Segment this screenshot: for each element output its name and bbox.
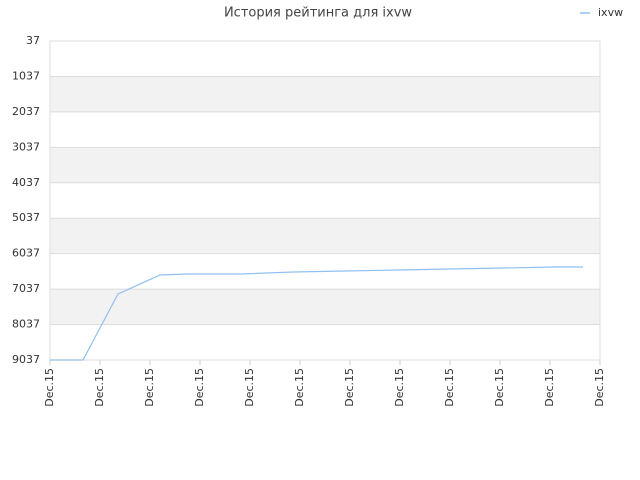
y-tick-label: 8037 bbox=[12, 318, 40, 331]
y-tick-label: 37 bbox=[26, 34, 40, 47]
x-tick-label: Dec.15 bbox=[543, 368, 556, 407]
y-tick-label: 7037 bbox=[12, 282, 40, 295]
y-tick-label: 3037 bbox=[12, 140, 40, 153]
grid-band bbox=[50, 147, 600, 183]
x-tick-label: Dec.15 bbox=[43, 368, 56, 407]
x-tick-label: Dec.15 bbox=[93, 368, 106, 407]
y-tick-label: 5037 bbox=[12, 211, 40, 224]
x-tick-label: Dec.15 bbox=[193, 368, 206, 407]
x-tick-label: Dec.15 bbox=[293, 368, 306, 407]
line bbox=[50, 266, 583, 361]
chart-title: История рейтинга для ixvw bbox=[224, 6, 412, 21]
x-tick-label: Dec.15 bbox=[593, 368, 606, 407]
y-tick-label: 4037 bbox=[12, 176, 40, 189]
x-tick-label: Dec.15 bbox=[493, 368, 506, 407]
x-tick-label: Dec.15 bbox=[343, 368, 356, 407]
grid-band bbox=[50, 218, 600, 254]
grid-band bbox=[50, 76, 600, 112]
x-tick-label: Dec.15 bbox=[393, 368, 406, 407]
y-tick-label: 1037 bbox=[12, 69, 40, 82]
y-tick-label: 2037 bbox=[12, 105, 40, 118]
legend-label: ixvw bbox=[598, 6, 623, 19]
x-tick-label: Dec.15 bbox=[243, 368, 256, 407]
y-tick-label: 6037 bbox=[12, 247, 40, 260]
x-tick-label: Dec.15 bbox=[443, 368, 456, 407]
plot-border bbox=[49, 40, 601, 361]
x-tick-label: Dec.15 bbox=[143, 368, 156, 407]
grid-band bbox=[50, 289, 600, 325]
y-tick-label: 9037 bbox=[12, 353, 40, 366]
